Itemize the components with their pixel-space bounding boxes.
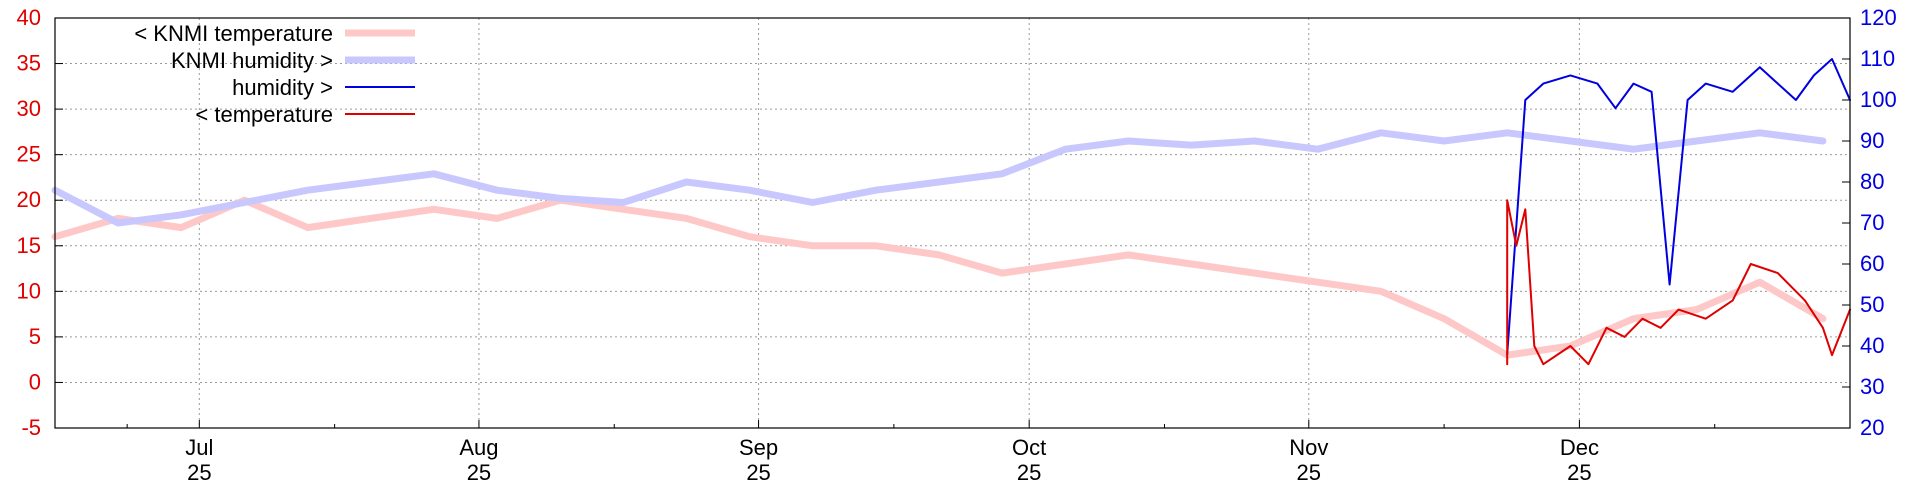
- tick-label-left: 20: [17, 187, 41, 212]
- tick-label-right: 70: [1860, 210, 1884, 235]
- tick-label-left: 10: [17, 278, 41, 303]
- legend-label: < temperature: [195, 102, 333, 127]
- series-line-3: [1506, 199, 1851, 366]
- tick-label-left: 0: [29, 369, 41, 394]
- tick-label-x-day: 25: [1297, 460, 1321, 480]
- tick-label-left: 40: [17, 5, 41, 30]
- tick-label-x-month: Sep: [739, 435, 778, 460]
- tick-label-x-month: Jul: [185, 435, 213, 460]
- series-line-0: [51, 196, 1827, 359]
- axes: -5 0 5 10 15 20 25 30 35 40 20 30 40 50 60 70 80 90 100 110…: [17, 5, 1897, 480]
- legend-label: < KNMI temperature: [134, 21, 333, 46]
- tick-label-left: -5: [21, 415, 41, 440]
- tick-label-right: 50: [1860, 292, 1884, 317]
- tick-label-right: 120: [1860, 5, 1897, 30]
- tick-label-left: 35: [17, 51, 41, 76]
- series-line-1: [51, 129, 1827, 227]
- tick-label-right: 60: [1860, 251, 1884, 276]
- tick-label-x-day: 25: [746, 460, 770, 480]
- tick-label-x-day: 25: [187, 460, 211, 480]
- tick-label-left: 25: [17, 142, 41, 167]
- tick-label-x-month: Aug: [459, 435, 498, 460]
- tick-label-x-day: 25: [467, 460, 491, 480]
- tick-label-right: 80: [1860, 169, 1884, 194]
- grid: [55, 18, 1850, 428]
- tick-label-right: 30: [1860, 374, 1884, 399]
- tick-label-right: 90: [1860, 128, 1884, 153]
- tick-label-x-month: Nov: [1289, 435, 1328, 460]
- tick-label-left: 15: [17, 233, 41, 258]
- tick-label-right: 100: [1860, 87, 1897, 112]
- tick-label-left: 30: [17, 96, 41, 121]
- tick-label-x-month: Oct: [1012, 435, 1046, 460]
- tick-label-right: 40: [1860, 333, 1884, 358]
- tick-label-right: 110: [1860, 46, 1895, 71]
- series-line-2: [1506, 58, 1851, 356]
- tick-label-x-day: 25: [1567, 460, 1591, 480]
- legend-label: humidity >: [232, 75, 333, 100]
- tick-label-x-month: Dec: [1560, 435, 1599, 460]
- tick-label-right: 20: [1860, 415, 1884, 440]
- tick-label-left: 5: [29, 324, 41, 349]
- series-layer: [51, 58, 1851, 366]
- tick-label-x-day: 25: [1017, 460, 1041, 480]
- legend-label: KNMI humidity >: [171, 48, 333, 73]
